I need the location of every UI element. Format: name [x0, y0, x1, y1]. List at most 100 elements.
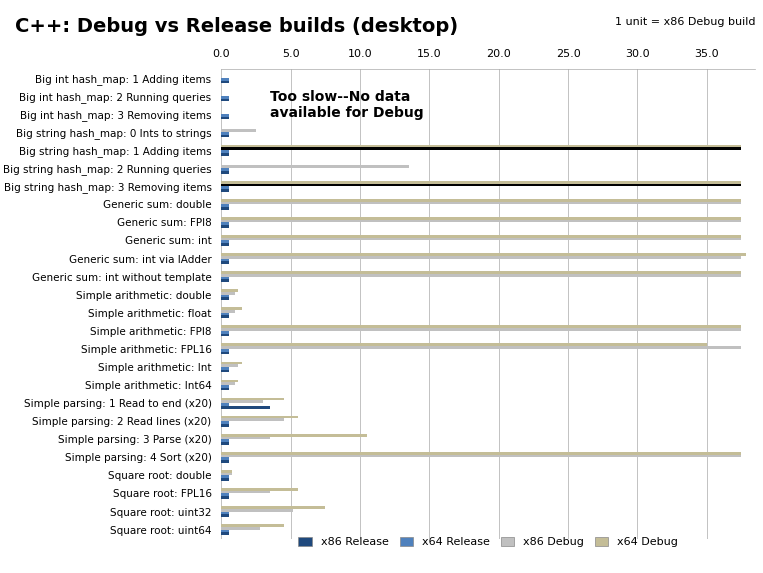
Bar: [221, 132, 229, 135]
Bar: [221, 297, 229, 300]
Bar: [221, 315, 229, 318]
Bar: [221, 147, 742, 150]
Bar: [221, 343, 707, 346]
Bar: [221, 78, 229, 80]
Bar: [221, 256, 742, 258]
Bar: [221, 183, 742, 186]
Bar: [221, 352, 229, 354]
Bar: [221, 524, 284, 527]
Bar: [221, 493, 229, 496]
Text: Too slow--No data
available for Debug: Too slow--No data available for Debug: [270, 90, 423, 120]
Bar: [221, 442, 229, 445]
Bar: [221, 241, 229, 243]
Bar: [221, 258, 229, 261]
Bar: [221, 181, 742, 183]
Bar: [221, 222, 229, 225]
Bar: [221, 217, 742, 219]
Bar: [221, 437, 270, 439]
Bar: [221, 490, 270, 493]
Bar: [221, 488, 298, 490]
Bar: [221, 328, 742, 331]
Bar: [221, 470, 233, 473]
Bar: [221, 401, 263, 403]
Bar: [221, 274, 742, 277]
Bar: [221, 514, 229, 517]
Bar: [221, 398, 284, 401]
Bar: [221, 199, 742, 202]
Bar: [221, 144, 742, 147]
Bar: [221, 292, 235, 295]
Bar: [221, 96, 229, 99]
Bar: [221, 253, 745, 256]
Bar: [221, 385, 229, 388]
Bar: [221, 424, 229, 426]
Bar: [221, 379, 238, 382]
Bar: [221, 235, 742, 238]
Bar: [221, 325, 742, 328]
Bar: [221, 452, 742, 454]
Bar: [221, 418, 284, 421]
Bar: [221, 207, 229, 210]
Text: 1 unit = x86 Debug build: 1 unit = x86 Debug build: [615, 17, 755, 27]
Bar: [221, 434, 367, 437]
Bar: [221, 382, 235, 385]
Bar: [221, 99, 229, 101]
Bar: [221, 364, 238, 367]
Bar: [221, 527, 260, 529]
Bar: [221, 349, 229, 352]
Bar: [221, 277, 229, 279]
Bar: [221, 473, 233, 476]
Bar: [221, 202, 742, 205]
Bar: [221, 512, 229, 514]
Bar: [221, 346, 742, 349]
Bar: [221, 362, 242, 364]
Bar: [221, 509, 294, 512]
Bar: [221, 186, 229, 189]
Bar: [221, 403, 229, 406]
Bar: [221, 225, 229, 228]
Bar: [221, 271, 742, 274]
Bar: [221, 310, 235, 313]
Bar: [221, 333, 229, 336]
Bar: [221, 529, 229, 532]
Bar: [221, 205, 229, 207]
Bar: [221, 454, 742, 457]
Bar: [221, 219, 742, 222]
Bar: [221, 457, 229, 460]
Bar: [221, 476, 229, 478]
Bar: [221, 153, 229, 155]
Bar: [221, 295, 229, 297]
Bar: [221, 114, 229, 117]
Bar: [221, 532, 229, 535]
Bar: [221, 313, 229, 315]
Bar: [221, 129, 256, 132]
Bar: [221, 279, 229, 282]
Bar: [221, 416, 298, 418]
Bar: [221, 307, 242, 310]
Bar: [221, 150, 229, 153]
Bar: [221, 289, 238, 292]
Bar: [221, 421, 229, 424]
Bar: [221, 171, 229, 174]
Bar: [221, 460, 229, 463]
Bar: [221, 388, 229, 390]
Text: C++: Debug vs Release builds (desktop): C++: Debug vs Release builds (desktop): [15, 17, 459, 36]
Bar: [221, 406, 270, 409]
Bar: [221, 261, 229, 264]
Bar: [221, 439, 229, 442]
Bar: [221, 243, 229, 246]
Legend: x86 Release, x64 Release, x86 Debug, x64 Debug: x86 Release, x64 Release, x86 Debug, x64…: [294, 532, 683, 552]
Bar: [221, 331, 229, 333]
Bar: [221, 117, 229, 119]
Bar: [221, 478, 229, 481]
Bar: [221, 367, 229, 370]
Bar: [221, 506, 325, 509]
Bar: [221, 80, 229, 83]
Bar: [221, 135, 229, 138]
Bar: [221, 189, 229, 191]
Bar: [221, 168, 229, 171]
Bar: [221, 238, 742, 241]
Bar: [221, 166, 408, 168]
Bar: [221, 496, 229, 499]
Bar: [221, 370, 229, 372]
